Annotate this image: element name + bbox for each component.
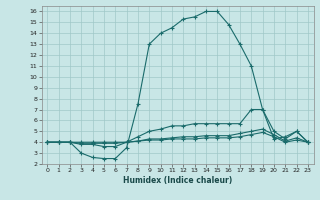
X-axis label: Humidex (Indice chaleur): Humidex (Indice chaleur) [123, 176, 232, 185]
